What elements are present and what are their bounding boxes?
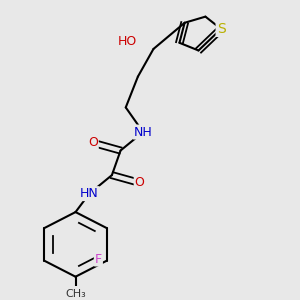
Text: F: F bbox=[95, 253, 102, 266]
Text: S: S bbox=[217, 22, 225, 36]
Text: CH₃: CH₃ bbox=[65, 289, 86, 298]
Text: NH: NH bbox=[134, 125, 152, 139]
Text: O: O bbox=[135, 176, 145, 189]
Text: HN: HN bbox=[80, 187, 99, 200]
Text: HO: HO bbox=[118, 35, 137, 48]
Text: O: O bbox=[88, 136, 98, 149]
